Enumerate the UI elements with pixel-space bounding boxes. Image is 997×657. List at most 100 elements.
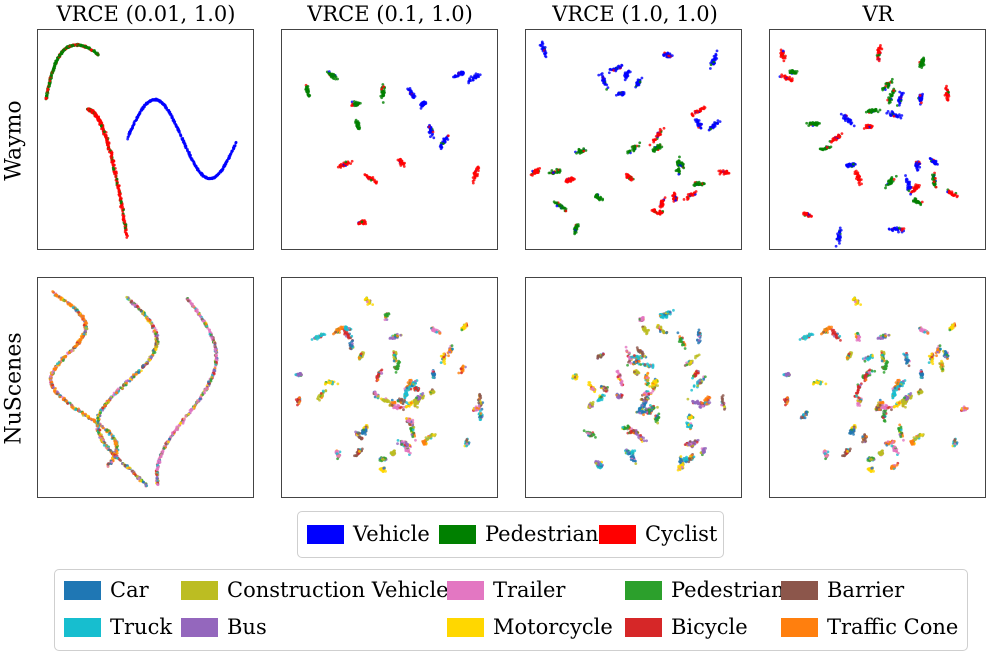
scatter-point bbox=[355, 123, 359, 127]
scatter-point bbox=[381, 458, 385, 461]
scatter-point bbox=[878, 46, 881, 50]
scatter-point bbox=[108, 431, 112, 435]
scatter-point bbox=[115, 442, 118, 445]
scatter-point bbox=[432, 372, 436, 375]
scatter-point bbox=[119, 201, 123, 205]
scatter-point bbox=[384, 456, 387, 460]
scatter-point bbox=[66, 402, 70, 405]
scatter-point bbox=[662, 126, 666, 130]
scatter-point bbox=[597, 73, 601, 77]
scatter-point bbox=[155, 475, 159, 479]
scatter-point bbox=[630, 145, 634, 149]
scatter-point bbox=[388, 403, 392, 407]
scatter-point bbox=[907, 186, 910, 190]
scatter-point bbox=[680, 161, 684, 165]
scatter-point bbox=[352, 102, 356, 106]
scatter-point bbox=[358, 101, 362, 105]
scatter-point bbox=[607, 71, 611, 75]
scatter-point bbox=[357, 356, 361, 360]
scatter-point bbox=[118, 197, 122, 201]
scatter-point bbox=[130, 469, 134, 473]
scatter-point bbox=[115, 181, 119, 185]
scatter-point bbox=[193, 162, 196, 166]
scatter-point bbox=[294, 373, 298, 377]
scatter-point bbox=[648, 143, 652, 147]
scatter-point bbox=[188, 153, 192, 157]
scatter-point bbox=[718, 120, 722, 124]
scatter-point bbox=[141, 107, 144, 111]
scatter-point bbox=[297, 374, 301, 377]
scatter-point bbox=[894, 113, 898, 117]
scatter-point bbox=[432, 329, 435, 333]
panel-waymo-vr bbox=[769, 29, 986, 250]
scatter-point bbox=[656, 146, 660, 150]
scatter-point bbox=[412, 94, 416, 98]
scatter-point bbox=[115, 177, 119, 181]
scatter-point bbox=[357, 123, 361, 127]
scatter-point bbox=[404, 391, 407, 395]
scatter-point bbox=[625, 71, 629, 74]
scatter-point bbox=[656, 212, 659, 216]
scatter-point bbox=[122, 218, 126, 221]
scatter-point bbox=[825, 146, 829, 149]
scatter-point bbox=[550, 169, 554, 172]
scatter-point bbox=[690, 113, 694, 117]
scatter-point bbox=[110, 151, 113, 155]
scatter-point bbox=[453, 74, 457, 78]
scatter-point bbox=[872, 109, 876, 113]
scatter-point bbox=[886, 109, 890, 113]
scatter-point bbox=[100, 121, 104, 125]
scatter-point bbox=[849, 121, 853, 125]
scatter-point bbox=[852, 124, 856, 128]
scatter-point bbox=[945, 88, 949, 92]
scatter-point bbox=[471, 181, 475, 185]
scatter-point bbox=[142, 105, 146, 108]
scatter-point bbox=[653, 138, 657, 141]
scatter-point bbox=[879, 43, 882, 47]
scatter-point bbox=[134, 372, 138, 376]
scatter-point bbox=[300, 373, 303, 377]
scatter-point bbox=[654, 210, 657, 214]
scatter-point bbox=[886, 86, 890, 89]
scatter-point bbox=[674, 169, 678, 173]
scatter-point bbox=[151, 98, 155, 101]
scatter-point bbox=[866, 126, 869, 129]
scatter-point bbox=[932, 180, 936, 184]
scatter-point bbox=[306, 93, 310, 97]
scatter-point bbox=[465, 438, 469, 441]
column-title-1: VRCE (0.01, 1.0) bbox=[56, 2, 236, 26]
scatter-point bbox=[375, 180, 379, 184]
scatter-point bbox=[667, 54, 671, 58]
scatter-point bbox=[359, 352, 363, 356]
scatter-point bbox=[693, 191, 697, 195]
scatter-point bbox=[402, 408, 405, 412]
scatter-point bbox=[543, 50, 547, 53]
scatter-point bbox=[695, 109, 699, 113]
scatter-point bbox=[119, 204, 123, 208]
scatter-point bbox=[152, 351, 155, 355]
scatter-nuscenes-1 bbox=[48, 290, 219, 488]
scatter-point bbox=[471, 176, 475, 180]
scatter-point bbox=[699, 107, 703, 111]
scatter-point bbox=[682, 166, 686, 170]
scatter-point bbox=[117, 193, 121, 196]
scatter-point bbox=[821, 148, 825, 152]
scatter-point bbox=[784, 78, 788, 81]
scatter-point bbox=[919, 98, 922, 102]
scatter-point bbox=[132, 375, 136, 379]
scatter-point bbox=[173, 429, 177, 432]
scatter-point bbox=[659, 133, 663, 136]
scatter-point bbox=[54, 367, 58, 371]
scatter-point bbox=[381, 101, 385, 104]
scatter-point bbox=[400, 162, 403, 166]
scatter-point bbox=[123, 230, 127, 234]
scatter-point bbox=[234, 140, 238, 144]
scatter-point bbox=[838, 230, 841, 234]
scatter-point bbox=[834, 244, 838, 248]
scatter-point bbox=[855, 171, 859, 175]
scatter-point bbox=[555, 204, 559, 208]
scatter-point bbox=[839, 112, 843, 116]
scatter-point bbox=[190, 302, 194, 306]
scatter-point bbox=[419, 107, 423, 110]
scatter-point bbox=[214, 363, 218, 366]
